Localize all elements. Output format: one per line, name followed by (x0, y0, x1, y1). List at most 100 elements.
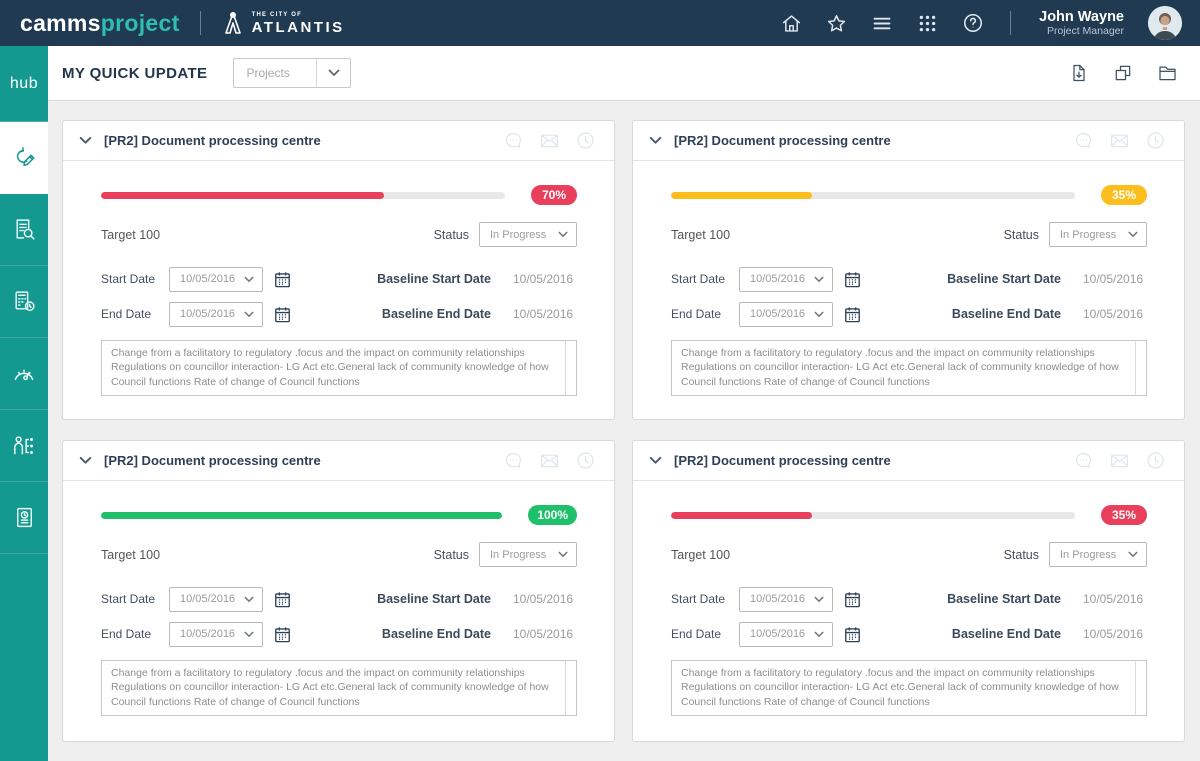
comment-text: Change from a facilitatory to regulatory… (111, 666, 554, 709)
projects-filter-select[interactable]: Projects (233, 58, 351, 88)
end-date-row: End Date 10/05/2016 Base (101, 301, 577, 327)
comment-icon[interactable] (1073, 450, 1094, 471)
chevron-down-icon (244, 276, 254, 283)
status-label: Status (434, 228, 469, 242)
calendar-icon[interactable] (273, 625, 292, 644)
update-card: [PR2] Document processing centre (62, 440, 615, 742)
calendar-icon[interactable] (843, 305, 862, 324)
sidebar-item-performance-gauge[interactable] (0, 338, 48, 410)
mail-icon[interactable] (539, 450, 560, 471)
start-date-select[interactable]: 10/05/2016 (169, 267, 263, 292)
sidebar-item-people-hierarchy[interactable] (0, 410, 48, 482)
collapse-chevron-icon[interactable] (79, 136, 92, 145)
status-select[interactable]: In Progress (1049, 222, 1147, 247)
comment-icon[interactable] (1073, 130, 1094, 151)
start-date-select[interactable]: 10/05/2016 (169, 587, 263, 612)
dates-block: Start Date 10/05/2016 Ba (671, 586, 1147, 647)
end-date-select[interactable]: 10/05/2016 (739, 302, 833, 327)
status-select[interactable]: In Progress (479, 542, 577, 567)
calendar-icon[interactable] (273, 590, 292, 609)
comment-scrollbar[interactable] (1135, 661, 1136, 715)
comment-icon[interactable] (503, 130, 524, 151)
comment-textarea[interactable]: Change from a facilitatory to regulatory… (671, 340, 1147, 396)
calendar-icon[interactable] (843, 590, 862, 609)
calendar-icon[interactable] (273, 270, 292, 289)
sidebar-item-quick-update[interactable] (0, 122, 48, 194)
progress-row: 35% (671, 505, 1147, 525)
sidebar-item-documents[interactable] (0, 482, 48, 554)
clock-icon[interactable] (575, 130, 596, 151)
comment-scrollbar[interactable] (565, 661, 566, 715)
card-header: [PR2] Document processing centre (63, 441, 614, 481)
baseline-end-label: Baseline End Date (382, 307, 491, 321)
help-icon[interactable] (962, 12, 984, 34)
brand-part1: camms (20, 10, 101, 37)
status-row: Target 100 Status In Progress (671, 542, 1147, 567)
update-card: [PR2] Document processing centre (632, 440, 1185, 742)
comment-icon[interactable] (503, 450, 524, 471)
start-date-select[interactable]: 10/05/2016 (739, 587, 833, 612)
quick-update-icon (11, 145, 37, 171)
progress-fill (671, 512, 812, 519)
comment-scrollbar[interactable] (565, 341, 566, 395)
clock-icon[interactable] (575, 450, 596, 471)
chevron-down-icon (316, 59, 350, 87)
end-date-select[interactable]: 10/05/2016 (169, 622, 263, 647)
collapse-chevron-icon[interactable] (649, 136, 662, 145)
start-date-row: Start Date 10/05/2016 Ba (101, 266, 577, 292)
status-row: Target 100 Status In Progress (671, 222, 1147, 247)
end-date-value: 10/05/2016 (750, 628, 806, 640)
start-date-select[interactable]: 10/05/2016 (739, 267, 833, 292)
collapse-chevron-icon[interactable] (79, 456, 92, 465)
export-page-icon[interactable] (1069, 63, 1089, 83)
end-date-row: End Date 10/05/2016 Base (101, 621, 577, 647)
baseline-start-value: 10/05/2016 (513, 592, 577, 606)
comment-text: Change from a facilitatory to regulatory… (111, 346, 554, 389)
menu-icon[interactable] (871, 13, 893, 34)
calendar-icon[interactable] (843, 270, 862, 289)
clock-icon[interactable] (1145, 450, 1166, 471)
user-avatar[interactable] (1148, 6, 1182, 40)
comment-textarea[interactable]: Change from a facilitatory to regulatory… (101, 660, 577, 716)
status-select[interactable]: In Progress (1049, 542, 1147, 567)
comment-textarea[interactable]: Change from a facilitatory to regulatory… (671, 660, 1147, 716)
booklet-icon (12, 505, 37, 530)
status-value: In Progress (1060, 549, 1120, 561)
chevron-down-icon (244, 311, 254, 318)
calendar-icon[interactable] (273, 305, 292, 324)
sidebar-item-report-review[interactable] (0, 194, 48, 266)
card-title: [PR2] Document processing centre (674, 133, 1061, 148)
end-date-select[interactable]: 10/05/2016 (739, 622, 833, 647)
collapse-chevron-icon[interactable] (649, 456, 662, 465)
status-row: Target 100 Status In Progress (101, 542, 577, 567)
folder-icon[interactable] (1157, 63, 1178, 83)
star-icon[interactable] (826, 13, 847, 34)
progress-bar (671, 192, 1075, 199)
home-icon[interactable] (781, 13, 802, 34)
mail-icon[interactable] (1109, 130, 1130, 151)
apps-grid-icon[interactable] (917, 13, 938, 34)
dates-block: Start Date 10/05/2016 Ba (101, 586, 577, 647)
card-header: [PR2] Document processing centre (633, 121, 1184, 161)
baseline-end-label: Baseline End Date (382, 627, 491, 641)
brand-part2: project (101, 10, 180, 37)
status-value: In Progress (490, 229, 550, 241)
baseline-start-value: 10/05/2016 (513, 272, 577, 286)
clock-icon[interactable] (1145, 130, 1166, 151)
status-select[interactable]: In Progress (479, 222, 577, 247)
user-info[interactable]: John Wayne Project Manager (1039, 9, 1124, 38)
copy-icon[interactable] (1113, 63, 1133, 83)
baseline-start-value: 10/05/2016 (1083, 272, 1147, 286)
comment-textarea[interactable]: Change from a facilitatory to regulatory… (101, 340, 577, 396)
end-date-select[interactable]: 10/05/2016 (169, 302, 263, 327)
mail-icon[interactable] (539, 130, 560, 151)
client-tagline: THE CITY OF (252, 12, 345, 18)
mail-icon[interactable] (1109, 450, 1130, 471)
comment-scrollbar[interactable] (1135, 341, 1136, 395)
end-date-row: End Date 10/05/2016 Base (671, 621, 1147, 647)
calendar-icon[interactable] (843, 625, 862, 644)
baseline-end-value: 10/05/2016 (513, 627, 577, 641)
navbar-divider (1010, 11, 1011, 35)
sidebar-item-planner[interactable] (0, 266, 48, 338)
projects-filter-value: Projects (234, 59, 316, 87)
